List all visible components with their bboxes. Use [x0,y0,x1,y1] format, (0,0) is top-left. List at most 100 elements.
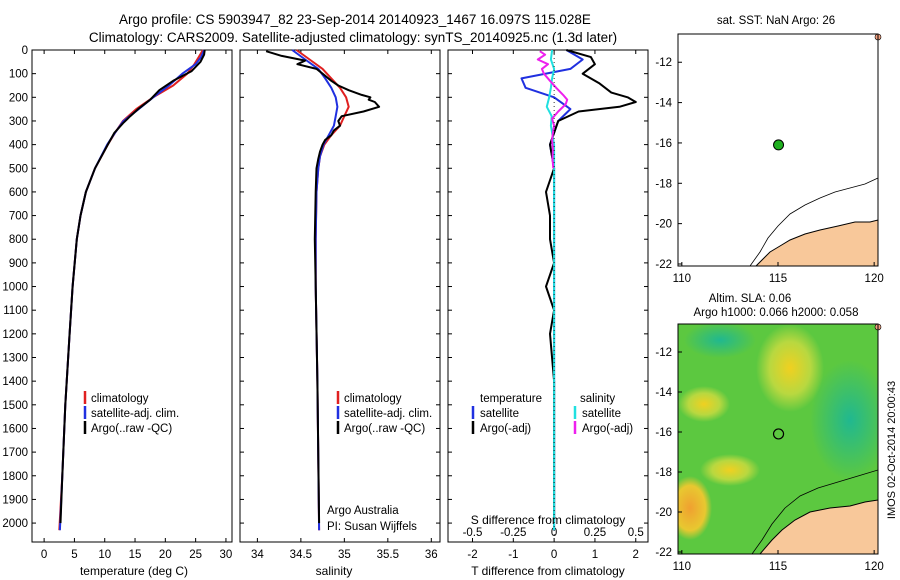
x-tick-label: 15 [129,549,142,561]
sla-map-contour [751,469,878,554]
x-tick-label: 30 [220,549,233,561]
salinity-legend: climatology satellite-adj. clim. Argo(..… [336,391,432,435]
x-tick-label: 1 [592,549,598,561]
x-tick-label: 34 [251,549,264,561]
sla-map-title1: Altim. SLA: 0.06 [709,293,791,305]
depth-tick-label: 100 [9,69,28,81]
s-tick-label: -0.5 [463,527,483,539]
map-lat-tick-label: -20 [655,219,672,231]
sst-map: 110 115 120 -12 -14 -16 -18 -20 -22 [655,33,884,285]
map-lat-tick-label: -14 [655,387,672,399]
temperature-panel: 0 5 10 15 20 25 300100200300400500600700800900… [2,45,232,561]
legend-label-satellite: satellite-adj. clim. [344,408,432,420]
pi-label: PI: Susan Wijffels [327,521,417,533]
sst-map-contour [749,177,879,267]
map-lat-tick-label: -16 [655,427,672,439]
s-tick-label: 0.25 [584,527,606,539]
depth-tick-label: 700 [9,211,28,223]
x-tick-label: -1 [508,549,518,561]
x-tick-label: 36 [425,549,438,561]
map-lon-tick-label: 120 [865,273,884,285]
salinity-axis-label: salinity [316,564,353,578]
depth-tick-label: 800 [9,234,28,246]
depth-tick-label: 1300 [2,353,28,365]
salinity-panel: 34 34.5 35 35.5 36 [240,49,440,561]
series-line-climatology [58,49,204,531]
sla-map-land [759,499,878,554]
map-lat-tick-label: -18 [655,178,672,190]
figure-title-line1: Argo profile: CS 5903947_82 23-Sep-2014 … [119,12,591,27]
sst-argo-location [773,139,785,151]
sla-map: 110 115 120 -12 -14 -16 -18 -20 -22 [655,323,884,573]
sla-argo-location [772,428,785,440]
map-lon-tick-label: 115 [769,273,787,285]
depth-tick-label: 1100 [3,305,28,317]
x-tick-label: 0 [41,549,47,561]
difference-panel-frame [447,49,649,543]
s-difference-axis-label: S difference from climatology [471,513,626,527]
map-lat-tick-label: -18 [655,467,672,479]
depth-tick-label: 1600 [2,423,28,435]
depth-tick-label: 1700 [2,447,28,459]
map-lon-tick-label: 110 [673,561,691,573]
series-line-t-argo [545,49,637,524]
sla-high-anomaly [700,454,760,486]
sla-high-anomaly [756,324,824,412]
map-lon-tick-label: 110 [673,273,691,285]
series-line-argo [59,49,206,524]
legend-label-s-satellite: satellite [582,408,621,420]
map-lat-tick-label: -16 [655,138,672,150]
depth-tick-label: 600 [9,187,28,199]
map-lat-tick-label: -22 [655,547,672,559]
legend-label-argo: Argo(..raw -QC) [344,423,425,435]
map-lat-tick-label: -12 [655,347,672,359]
s-tick-label: 0.5 [628,527,644,539]
series-line-s-argo [536,50,569,169]
map-lon-tick-label: 120 [865,561,884,573]
depth-tick-label: 400 [9,140,28,152]
x-tick-label: 10 [98,549,111,561]
imos-credit: IMOS 02-Oct-2014 20:00:43 [886,381,898,519]
sla-map-title2: Argo h1000: 0.066 h2000: 0.058 [694,307,859,319]
sst-map-title: sat. SST: NaN Argo: 26 [717,15,835,27]
figure-title-line2: Climatology: CARS2009. Satellite-adjuste… [89,30,617,45]
sst-map-ticks: 110 115 120 -12 -14 -16 -18 -20 -22 [655,57,883,285]
x-tick-label: 25 [189,549,202,561]
depth-tick-label: 1400 [2,376,28,388]
argo-australia-label: Argo Australia [327,505,399,517]
x-tick-label: 34.5 [290,549,312,561]
series-line-climatology [295,49,350,531]
legend-label-s-argo: Argo(-adj) [582,423,633,435]
legend-label-climatology: climatology [91,393,149,405]
series-line-s-satellite [545,49,556,531]
sla-high-anomaly [678,476,712,540]
legend-label-argo: Argo(..raw -QC) [91,423,172,435]
depth-tick-label: 200 [9,92,28,104]
x-tick-label: 0 [551,549,557,561]
sla-map-ticks: 110 115 120 -12 -14 -16 -18 -20 -22 [655,347,883,573]
map-lon-tick-label: 115 [769,561,787,573]
legend-label-t-argo: Argo(-adj) [480,423,531,435]
depth-tick-label: 1800 [2,471,28,483]
depth-tick-label: 1000 [2,282,28,294]
s-tick-label: -0.25 [500,527,526,539]
depth-tick-label: 1200 [2,329,28,341]
difference-legend: temperature salinity satellite Argo(-adj… [471,393,633,435]
series-line-argo [265,50,381,524]
temperature-panel-frame [31,49,233,543]
x-tick-label: 5 [71,549,77,561]
difference-panel: -2 -1 0 1 2 -0.5 -0.25 0 0.25 0.5 [448,49,648,561]
legend-label-t-satellite: satellite [480,408,519,420]
legend-title-temperature: temperature [480,393,542,405]
legend-title-salinity: salinity [580,393,615,405]
legend-label-climatology: climatology [344,393,402,405]
legend-label-satellite: satellite-adj. clim. [91,408,179,420]
t-difference-axis-label: T difference from climatology [471,564,625,578]
depth-tick-label: 1500 [2,400,28,412]
x-tick-label: -2 [467,549,477,561]
depth-tick-label: 0 [22,45,28,57]
series-line-satellite [58,49,206,531]
map-lat-tick-label: -20 [655,507,672,519]
temperature-legend: climatology satellite-adj. clim. Argo(..… [83,391,179,435]
